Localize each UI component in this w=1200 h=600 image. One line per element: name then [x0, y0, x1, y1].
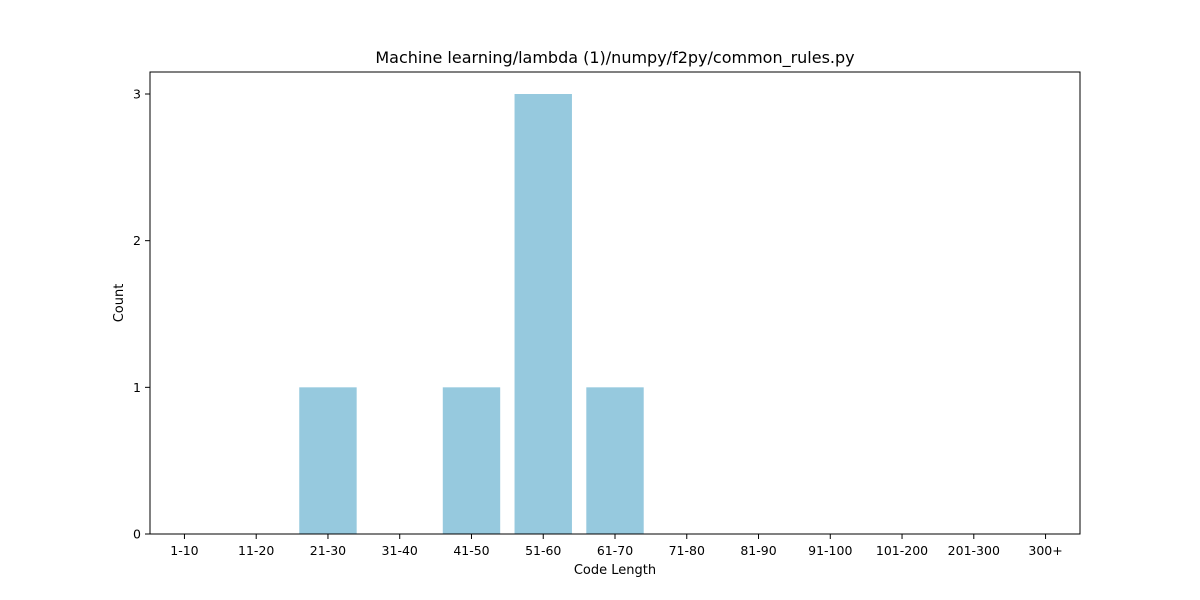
x-tick-label: 201-300: [948, 543, 1000, 558]
y-axis: 0 1 2 3: [133, 87, 150, 542]
x-tick-label: 300+: [1028, 543, 1062, 558]
x-tick-label: 11-20: [238, 543, 274, 558]
x-axis-label: Code Length: [574, 563, 656, 578]
x-tick-label: 51-60: [525, 543, 561, 558]
bar-41-50: [442, 387, 501, 534]
x-tick-label: 71-80: [669, 543, 705, 558]
x-tick-label: 101-200: [876, 543, 928, 558]
x-tick-label: 81-90: [740, 543, 776, 558]
y-axis-label: Count: [112, 284, 127, 323]
bar-61-70: [586, 387, 644, 534]
x-tick-label: 41-50: [453, 543, 489, 558]
y-tick-label: 2: [133, 233, 141, 248]
x-tick-label: 91-100: [808, 543, 852, 558]
x-tick-label: 21-30: [310, 543, 346, 558]
x-axis: 1-10 11-20 21-30 31-40 41-50 51-60 61-70 71-80 8…: [170, 534, 1063, 558]
y-tick-label: 1: [133, 380, 141, 395]
x-tick-label: 1-10: [170, 543, 198, 558]
y-tick-label: 3: [133, 87, 141, 102]
bars-group: [299, 94, 644, 534]
bar-51-60: [514, 94, 572, 534]
y-tick-label: 0: [133, 527, 141, 542]
chart-title: Machine learning/lambda (1)/numpy/f2py/c…: [375, 48, 854, 68]
x-tick-label: 31-40: [382, 543, 418, 558]
bar-21-30: [299, 387, 357, 534]
x-tick-label: 61-70: [597, 543, 633, 558]
